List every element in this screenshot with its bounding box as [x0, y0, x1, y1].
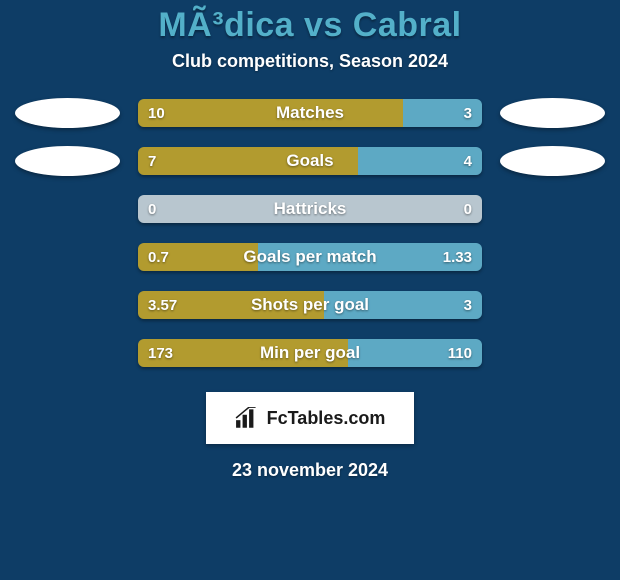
stat-label: Goals	[138, 147, 482, 175]
stat-value-right: 4	[464, 147, 472, 175]
stat-row: Min per goal173 110	[0, 338, 620, 368]
team-badge-right	[500, 146, 605, 176]
stat-bar: Min per goal173 110	[138, 339, 482, 367]
stat-label: Matches	[138, 99, 482, 127]
stat-bar: Hattricks0 0	[138, 195, 482, 223]
stat-bar: Matches10 3	[138, 99, 482, 127]
stat-row: Goals7 4	[0, 146, 620, 176]
brand-text: FcTables.com	[267, 408, 386, 429]
stat-value-left: 3.57	[148, 291, 177, 319]
bar-chart-icon	[235, 407, 261, 429]
stat-bar: Goals7 4	[138, 147, 482, 175]
stat-row: Shots per goal3.57 3	[0, 290, 620, 320]
stat-value-right: 0	[464, 195, 472, 223]
date-text: 23 november 2024	[0, 460, 620, 481]
stat-value-right: 3	[464, 291, 472, 319]
stat-value-right: 110	[448, 339, 472, 367]
stat-bar: Goals per match0.7 1.33	[138, 243, 482, 271]
stat-label: Min per goal	[138, 339, 482, 367]
stat-value-right: 3	[464, 99, 472, 127]
stat-value-left: 0	[148, 195, 156, 223]
stat-label: Goals per match	[138, 243, 482, 271]
brand-badge: FcTables.com	[206, 392, 414, 444]
stat-row: Matches10 3	[0, 98, 620, 128]
stat-value-left: 7	[148, 147, 156, 175]
stats-list: Matches10 3 Goals7 4 Hattricks0 0 Goals per ma…	[0, 98, 620, 368]
stat-label: Shots per goal	[138, 291, 482, 319]
stat-label: Hattricks	[138, 195, 482, 223]
subtitle: Club competitions, Season 2024	[0, 51, 620, 72]
stat-row: Goals per match0.7 1.33	[0, 242, 620, 272]
stat-value-left: 10	[148, 99, 165, 127]
team-badge-left	[15, 146, 120, 176]
team-badge-right	[500, 98, 605, 128]
stat-row: Hattricks0 0	[0, 194, 620, 224]
team-badge-left	[15, 98, 120, 128]
comparison-infographic: MÃ³dica vs Cabral Club competitions, Sea…	[0, 0, 620, 580]
stat-bar: Shots per goal3.57 3	[138, 291, 482, 319]
stat-value-left: 173	[148, 339, 173, 367]
stat-value-right: 1.33	[443, 243, 472, 271]
page-title: MÃ³dica vs Cabral	[0, 6, 620, 45]
stat-value-left: 0.7	[148, 243, 169, 271]
